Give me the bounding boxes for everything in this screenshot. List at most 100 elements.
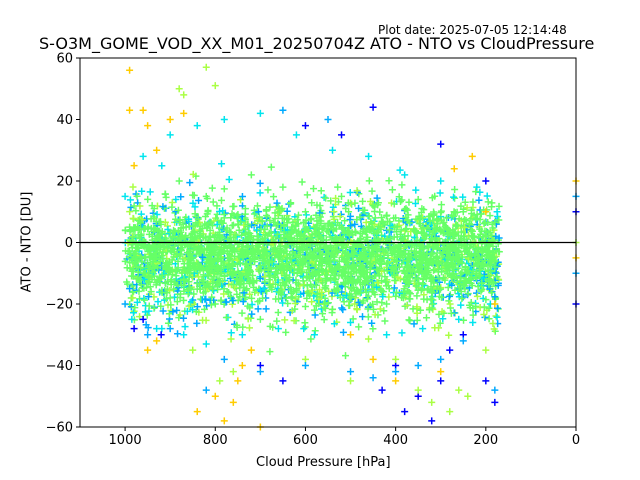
cloud-point	[271, 274, 279, 282]
cloud-point	[236, 279, 244, 287]
cloud-point	[250, 277, 258, 285]
cloud-point	[368, 249, 376, 257]
cloud-point	[368, 288, 376, 296]
data-point	[292, 131, 300, 139]
cloud-point	[334, 183, 342, 191]
cloud-point	[322, 194, 330, 202]
cloud-point	[264, 266, 272, 274]
cloud-point	[276, 242, 284, 250]
cloud-point	[390, 244, 398, 252]
data-point	[229, 368, 237, 376]
cloud-point	[204, 272, 212, 280]
data-point	[401, 408, 409, 416]
cloud-point	[133, 262, 141, 270]
cloud-point	[227, 214, 235, 222]
cloud-point	[411, 242, 419, 250]
cloud-point	[250, 283, 258, 291]
data-point	[220, 355, 228, 363]
cloud-point	[229, 271, 237, 279]
cloud-point	[489, 248, 497, 256]
cloud-point	[222, 314, 230, 322]
cloud-point	[370, 244, 378, 252]
cloud-point	[380, 247, 388, 255]
data-point	[256, 368, 264, 376]
cloud-point	[177, 193, 185, 201]
cloud-point	[216, 277, 224, 285]
data-point	[446, 408, 454, 416]
data-point	[130, 162, 138, 170]
data-point	[139, 152, 147, 160]
data-point	[347, 331, 355, 339]
cloud-point	[470, 211, 478, 219]
cloud-point	[153, 226, 161, 234]
cloud-point	[361, 256, 369, 264]
cloud-point	[257, 254, 265, 262]
cloud-point	[472, 215, 480, 223]
cloud-point	[415, 219, 423, 227]
cloud-point	[373, 298, 381, 306]
cloud-point	[298, 240, 306, 248]
data-point	[473, 183, 481, 191]
cloud-point	[185, 302, 193, 310]
cloud-point	[287, 293, 295, 301]
data-point	[338, 192, 346, 200]
cloud-point	[321, 243, 329, 251]
cloud-point	[402, 225, 410, 233]
cloud-point	[194, 215, 202, 223]
x-tick-label: 800	[203, 433, 228, 448]
cloud-point	[430, 211, 438, 219]
cloud-point	[237, 218, 245, 226]
cloud-point	[198, 225, 206, 233]
cloud-point	[248, 294, 256, 302]
data-point	[265, 229, 273, 237]
cloud-point	[437, 216, 445, 224]
data-point	[126, 223, 134, 231]
cloud-point	[326, 233, 334, 241]
cloud-point	[220, 185, 228, 193]
cloud-point	[129, 309, 137, 317]
data-point	[428, 398, 436, 406]
cloud-point	[338, 266, 346, 274]
cloud-point	[484, 266, 492, 274]
cloud-point	[156, 279, 164, 287]
cloud-point	[460, 316, 468, 324]
cloud-point	[373, 194, 381, 202]
cloud-point	[269, 323, 277, 331]
cloud-point	[213, 202, 221, 210]
x-axis-label: Cloud Pressure [hPa]	[256, 455, 391, 470]
cloud-point	[218, 160, 226, 168]
cloud-point	[451, 286, 459, 294]
cloud-point	[277, 291, 285, 299]
data-point	[126, 106, 134, 114]
cloud-point	[242, 270, 250, 278]
cloud-point	[202, 264, 210, 272]
cloud-point	[267, 163, 275, 171]
cloud-point	[406, 290, 414, 298]
cloud-point	[301, 302, 309, 310]
data-point	[166, 116, 174, 123]
cloud-point	[444, 283, 452, 291]
cloud-point	[275, 295, 283, 303]
cloud-point	[273, 317, 281, 325]
cloud-point	[171, 278, 179, 286]
cloud-point	[206, 251, 214, 259]
cloud-point	[400, 276, 408, 284]
cloud-point	[189, 199, 197, 207]
data-point	[324, 220, 332, 228]
cloud-point	[336, 293, 344, 301]
data-point	[392, 377, 400, 385]
cloud-point	[476, 225, 484, 233]
data-point	[128, 315, 136, 323]
cloud-point	[413, 303, 421, 311]
cloud-point	[265, 252, 273, 260]
cloud-point	[180, 296, 188, 304]
cloud-point	[243, 250, 251, 258]
cloud-point	[491, 293, 499, 301]
data-point	[301, 122, 309, 130]
cloud-point	[241, 260, 249, 268]
cloud-point	[458, 268, 466, 276]
data-point	[491, 300, 499, 308]
cloud-point	[449, 235, 457, 243]
cloud-point	[266, 272, 274, 280]
cloud-point	[383, 235, 391, 243]
